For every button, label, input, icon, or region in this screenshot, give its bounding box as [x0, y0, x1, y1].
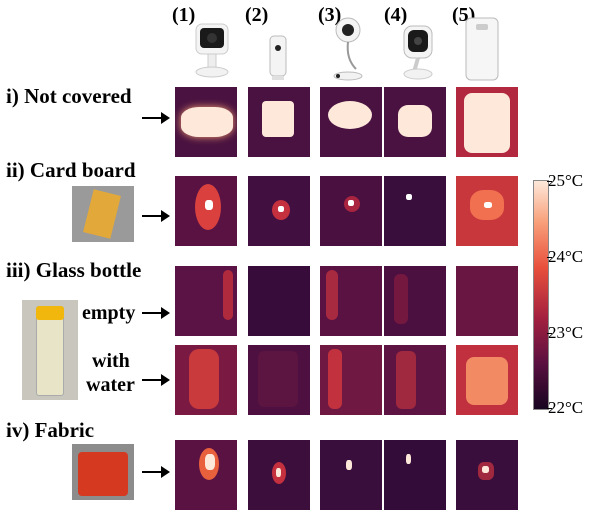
- glass-bottle-photo: [22, 300, 78, 400]
- thermal-image: [456, 440, 518, 510]
- thermal-image: [248, 176, 310, 246]
- colorbar-tick-22: 22°C: [548, 398, 584, 417]
- colorbar: [533, 180, 549, 410]
- thermal-image: [320, 345, 382, 415]
- thermal-image: [320, 440, 382, 510]
- thermal-image: [456, 345, 518, 415]
- row-arrow: [142, 210, 170, 222]
- colorbar-tick-25: 25°C: [548, 171, 584, 190]
- thermal-image: [175, 440, 237, 510]
- column-2-label: (2): [245, 4, 269, 26]
- thermal-image: [248, 87, 310, 157]
- camera-4-icon: [403, 25, 433, 80]
- thermal-image: [175, 176, 237, 246]
- sub-label-empty: empty: [82, 302, 136, 324]
- thermal-image: [456, 176, 518, 246]
- row-label-glass-bottle: iii) Glass bottle: [6, 258, 142, 282]
- thermal-image: [248, 345, 310, 415]
- phone-icon: [465, 17, 499, 81]
- row-arrow: [142, 307, 170, 319]
- cardboard-photo: [72, 186, 134, 242]
- thermal-image: [384, 176, 446, 246]
- column-3-label: (3): [318, 4, 342, 26]
- thermal-image: [384, 87, 446, 157]
- sub-label-water: water: [86, 374, 135, 396]
- sub-label-with: with: [92, 350, 130, 372]
- thermal-image: [175, 87, 237, 157]
- thermal-image: [456, 87, 518, 157]
- column-1-label: (1): [172, 4, 196, 26]
- colorbar-tick-24: 24°C: [548, 247, 584, 266]
- row-arrow: [142, 112, 170, 124]
- thermal-image: [384, 440, 446, 510]
- colorbar-tick-23: 23°C: [548, 323, 584, 342]
- thermal-image: [456, 266, 518, 336]
- row-arrow: [142, 374, 170, 386]
- thermal-image: [320, 266, 382, 336]
- camera-1-icon: [195, 23, 229, 78]
- thermal-image: [384, 345, 446, 415]
- thermal-image: [248, 266, 310, 336]
- row-arrow: [142, 466, 170, 478]
- thermal-image: [175, 345, 237, 415]
- thermal-image: [320, 87, 382, 157]
- thermal-image: [175, 266, 237, 336]
- row-label-not-covered: i) Not covered: [6, 84, 132, 108]
- camera-2-icon: [269, 35, 287, 80]
- column-4-label: (4): [384, 4, 408, 26]
- row-label-fabric: iv) Fabric: [6, 418, 95, 442]
- camera-3-icon: [333, 17, 363, 81]
- thermal-image: [384, 266, 446, 336]
- thermal-image: [248, 440, 310, 510]
- fabric-photo: [72, 444, 134, 500]
- thermal-image: [320, 176, 382, 246]
- row-label-card-board: ii) Card board: [6, 158, 136, 182]
